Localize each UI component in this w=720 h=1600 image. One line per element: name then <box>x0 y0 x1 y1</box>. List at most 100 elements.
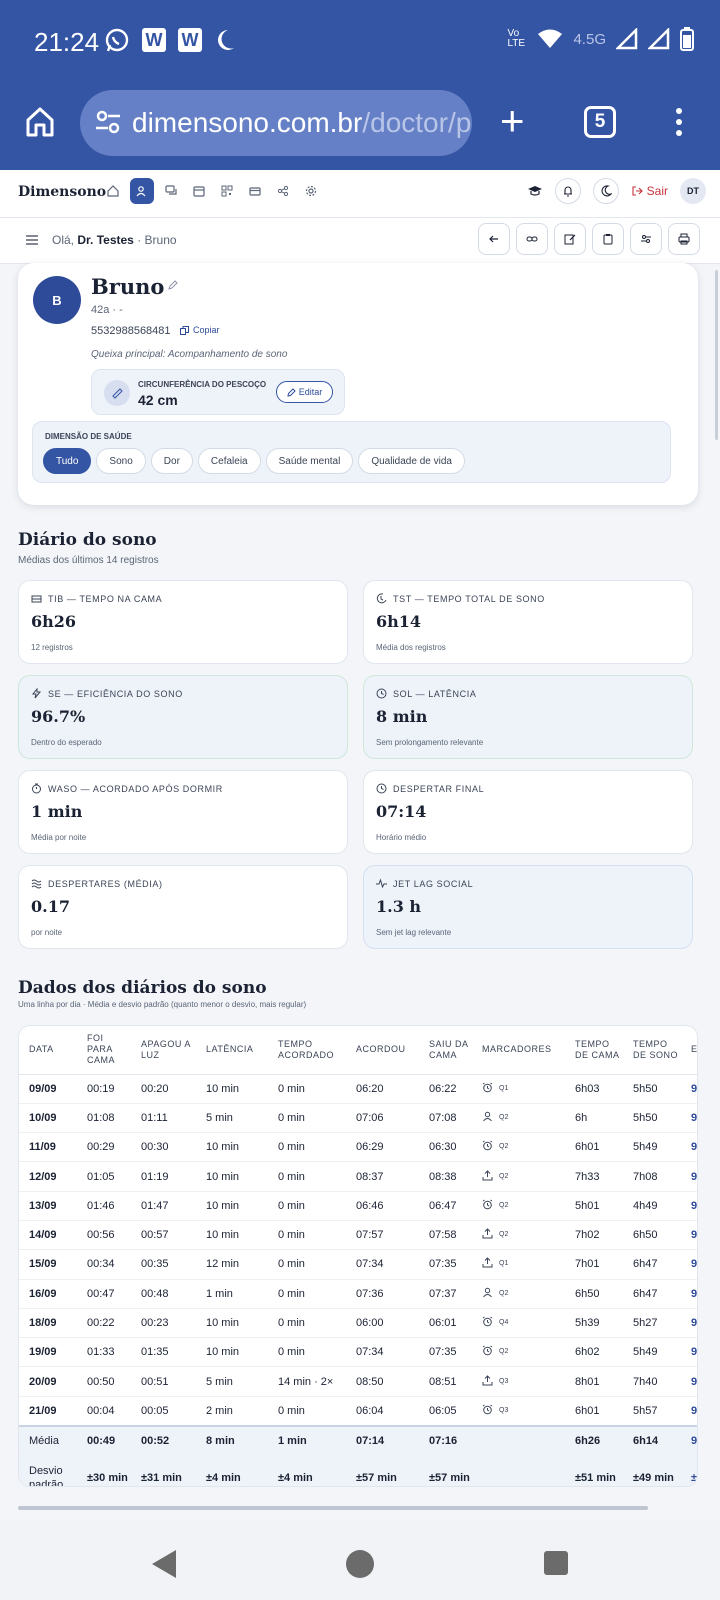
cell-lights: 00:51 <box>131 1366 196 1397</box>
edit-neck-button[interactable]: Editar <box>276 381 333 403</box>
notifications-button[interactable] <box>554 178 581 204</box>
clipboard-button[interactable] <box>592 223 624 255</box>
chip-cefaleia[interactable]: Cefaleia <box>197 448 261 474</box>
cell-date: 16/09 <box>19 1279 77 1309</box>
chip-sono[interactable]: Sono <box>96 448 146 474</box>
edit-note-button[interactable] <box>554 223 586 255</box>
cell-woke: 07:06 <box>346 1103 419 1134</box>
nav-settings-icon[interactable] <box>300 180 322 202</box>
ruler-icon <box>104 380 130 406</box>
table-row[interactable]: 15/09 00:34 00:35 12 min 0 min 07:34 07:35 Q1 7h… <box>19 1249 697 1280</box>
table-row[interactable]: 09/09 00:19 00:20 10 min 0 min 06:20 06:22 Q1 6h… <box>19 1074 697 1104</box>
table-row[interactable]: 21/09 00:04 00:05 2 min 0 min 06:04 06:05 Q3 6h0… <box>19 1396 697 1427</box>
logout-button[interactable]: Sair <box>631 184 668 198</box>
chip-saude-mental[interactable]: Saúde mental <box>265 448 354 474</box>
nav-calendar-icon[interactable] <box>188 180 210 202</box>
person-icon <box>482 1111 493 1124</box>
menu-icon[interactable] <box>26 235 38 245</box>
neck-circumference-card: CIRCUNFERÊNCIA DO PESCOÇO 42 cm Editar <box>91 369 345 415</box>
cell-bed: 00:47 <box>77 1279 131 1309</box>
cell-tst: 5h50 <box>623 1074 681 1104</box>
brand-logo[interactable]: Dimensono <box>18 184 107 200</box>
cell-awake: ±4 min <box>268 1455 346 1486</box>
cell-tib: 6h01 <box>565 1396 623 1427</box>
table-row[interactable]: 10/09 01:08 01:11 5 min 0 min 07:06 07:08 Q2 6h 5… <box>19 1103 697 1134</box>
table-row[interactable]: 11/09 00:29 00:30 10 min 0 min 06:29 06:30 Q2 6h… <box>19 1132 697 1163</box>
pulse-icon <box>376 878 387 889</box>
filters-button[interactable] <box>630 223 662 255</box>
cell-mk: Q2 <box>472 1132 565 1163</box>
cell-woke: 08:50 <box>346 1366 419 1397</box>
theme-toggle-button[interactable] <box>592 178 619 204</box>
bolt-icon <box>31 688 42 699</box>
waves-icon <box>31 879 42 889</box>
copy-phone-button[interactable]: Copiar <box>180 325 220 335</box>
moon-icon <box>601 185 612 197</box>
graduation-cap-icon[interactable] <box>527 183 543 199</box>
user-avatar[interactable]: DT <box>680 178 706 204</box>
cell-tib: 6h02 <box>565 1337 623 1368</box>
nav-patients-icon[interactable] <box>130 178 154 204</box>
cell-date: 10/09 <box>19 1103 77 1134</box>
home-nav-icon[interactable] <box>346 1550 374 1578</box>
print-button[interactable] <box>668 223 700 255</box>
cell-mk: Q1 <box>472 1074 565 1104</box>
cell-tib: 7h33 <box>565 1161 623 1192</box>
cell-ef: 96 <box>681 1074 697 1104</box>
tab-switcher-button[interactable]: 5 <box>584 106 616 138</box>
link-button[interactable] <box>516 223 548 255</box>
cell-lat: 8 min <box>196 1424 268 1457</box>
cell-woke: 07:57 <box>346 1220 419 1251</box>
table-row[interactable]: 19/09 01:33 01:35 10 min 0 min 07:34 07:35 Q2 6h… <box>19 1337 697 1368</box>
table-row[interactable]: 16/09 00:47 00:48 1 min 0 min 07:36 07:37 Q2 6h5… <box>19 1279 697 1309</box>
browser-menu-icon[interactable] <box>676 108 682 136</box>
nav-share-icon[interactable] <box>272 180 294 202</box>
nav-qrcode-icon[interactable] <box>216 180 238 202</box>
cell-awake: 0 min <box>268 1103 346 1134</box>
chip-dor[interactable]: Dor <box>150 448 193 474</box>
site-settings-icon[interactable] <box>94 108 122 136</box>
sleep-diary-subtitle: Médias dos últimos 14 registros <box>18 555 159 566</box>
cell-ef: 96 <box>681 1191 697 1221</box>
cell-tst: 5h49 <box>623 1337 681 1368</box>
table-row[interactable]: 14/09 00:56 00:57 10 min 0 min 07:57 07:58 Q2 7h… <box>19 1220 697 1251</box>
table-row[interactable]: 20/09 00:50 00:51 5 min 14 min · 2× 08:50 08:5… <box>19 1366 697 1397</box>
cell-lat: 10 min <box>196 1220 268 1251</box>
recents-nav-icon[interactable] <box>544 1551 568 1575</box>
sleep-data-title: Dados dos diários do sono <box>18 978 267 998</box>
cell-mk: Q4 <box>472 1308 565 1339</box>
cell-label: Média <box>19 1424 77 1457</box>
page-scrollbar[interactable] <box>715 270 718 440</box>
home-icon[interactable] <box>24 106 56 138</box>
chip-qualidade-de-vida[interactable]: Qualidade de vida <box>358 448 465 474</box>
url-bar[interactable]: dimensono.com.br/doctor/p <box>80 90 472 156</box>
nav-messages-icon[interactable] <box>160 180 182 202</box>
cell-out: 07:35 <box>419 1249 472 1280</box>
chip-tudo[interactable]: Tudo <box>43 448 92 474</box>
nav-card-icon[interactable] <box>244 180 266 202</box>
table-horizontal-scrollbar[interactable] <box>18 1506 648 1510</box>
clipboard-icon <box>603 234 613 245</box>
patient-phone: 5532988568481 <box>91 325 171 337</box>
cell-out: 07:35 <box>419 1337 472 1368</box>
cell-lights: 00:23 <box>131 1308 196 1339</box>
cell-tib: 5h39 <box>565 1308 623 1339</box>
nav-home-icon[interactable] <box>102 180 124 202</box>
sleep-diary-table: DATA FOI PARA CAMA APAGOU A LUZ LATÊNCIA TEM… <box>19 1026 697 1486</box>
browser-toolbar: dimensono.com.br/doctor/p + 5 <box>0 84 720 170</box>
status-time: 21:24 <box>34 27 100 57</box>
pencil-icon[interactable] <box>168 280 178 290</box>
alarm-icon <box>482 1082 493 1095</box>
cell-date: 18/09 <box>19 1308 77 1339</box>
table-row[interactable]: 18/09 00:22 00:23 10 min 0 min 06:00 06:01 Q4 5h… <box>19 1308 697 1339</box>
cell-bed: 00:34 <box>77 1249 131 1280</box>
cell-tib: 6h03 <box>565 1074 623 1104</box>
table-row[interactable]: 13/09 01:46 01:47 10 min 0 min 06:46 06:47 Q2 5h… <box>19 1191 697 1221</box>
back-button[interactable] <box>478 223 510 255</box>
cell-out: 06:22 <box>419 1074 472 1104</box>
new-tab-button[interactable]: + <box>500 97 525 144</box>
table-row[interactable]: 12/09 01:05 01:19 10 min 0 min 08:37 08:38 Q2 7h… <box>19 1161 697 1192</box>
back-nav-icon[interactable] <box>152 1550 176 1578</box>
sleep-diary-table-card[interactable]: DATA FOI PARA CAMA APAGOU A LUZ LATÊNCIA TEM… <box>18 1025 698 1487</box>
cell-lights: 01:19 <box>131 1161 196 1192</box>
